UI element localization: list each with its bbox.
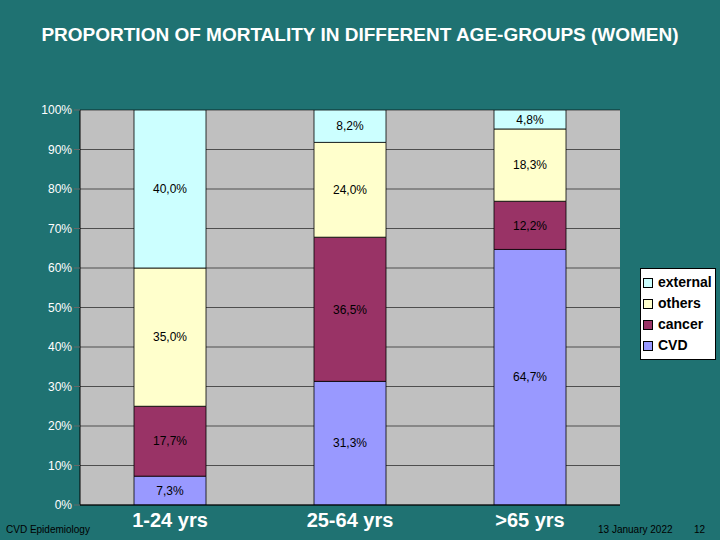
svg-text:40,0%: 40,0% — [153, 182, 187, 196]
svg-text:1-24 yrs: 1-24 yrs — [132, 509, 208, 531]
svg-text:4,8%: 4,8% — [516, 113, 544, 127]
svg-text:30%: 30% — [48, 380, 72, 394]
html-text:PROPORTION OF MORTALITY IN DIF: PROPORTION OF MORTALITY IN DIFFERENT AGE… — [41, 24, 679, 45]
html-text:external: external — [658, 274, 712, 290]
svg-text:70%: 70% — [48, 222, 72, 236]
svg-text:80%: 80% — [48, 182, 72, 196]
html-text:12: 12 — [694, 524, 706, 535]
svg-text:12,2%: 12,2% — [513, 219, 547, 233]
svg-text:36,5%: 36,5% — [333, 303, 367, 317]
svg-text:24,0%: 24,0% — [333, 183, 367, 197]
svg-text:35,0%: 35,0% — [153, 330, 187, 344]
svg-text:64,7%: 64,7% — [513, 370, 547, 384]
svg-text:90%: 90% — [48, 143, 72, 157]
svg-text:60%: 60% — [48, 261, 72, 275]
svg-text:31,3%: 31,3% — [333, 436, 367, 450]
svg-text:18,3%: 18,3% — [513, 158, 547, 172]
svg-text:100%: 100% — [41, 103, 72, 117]
html-text:CVD: CVD — [658, 337, 688, 353]
html-text:cancer: cancer — [658, 316, 704, 332]
svg-text:40%: 40% — [48, 340, 72, 354]
svg-text:7,3%: 7,3% — [156, 484, 184, 498]
svg-text:20%: 20% — [48, 419, 72, 433]
svg-text:8,2%: 8,2% — [336, 119, 364, 133]
svg-text:50%: 50% — [48, 301, 72, 315]
svg-text:10%: 10% — [48, 459, 72, 473]
svg-text:>65 yrs: >65 yrs — [495, 509, 565, 531]
svg-text:17,7%: 17,7% — [153, 434, 187, 448]
svg-text:0%: 0% — [55, 498, 73, 512]
html-text:others: others — [658, 295, 701, 311]
html-text:13 January 2022: 13 January 2022 — [598, 524, 673, 535]
svg-text:25-64 yrs: 25-64 yrs — [307, 509, 394, 531]
html-text:CVD Epidemiology: CVD Epidemiology — [6, 524, 90, 535]
